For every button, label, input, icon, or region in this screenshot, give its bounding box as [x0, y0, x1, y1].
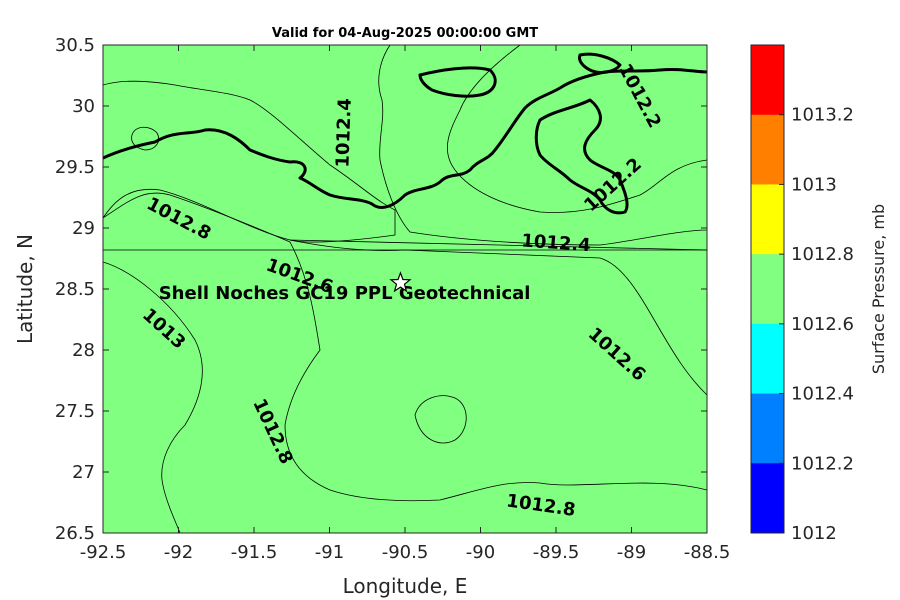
- coastline-path: [103, 67, 707, 209]
- colorbar-band: [751, 393, 784, 464]
- colorbar-band: [751, 184, 784, 255]
- colorbar: 1012 1012.2 1012.4 1012.6 1012.8 1013 1013.2: [750, 44, 854, 544]
- colorbar-band: [751, 114, 784, 185]
- y-tick-label: 28.5: [55, 279, 95, 300]
- y-tick-label: 30: [72, 96, 95, 117]
- colorbar-band: [751, 323, 784, 394]
- y-tick-label: 28: [72, 340, 95, 361]
- contour-region-1012.8-island: [414, 395, 467, 444]
- coastline-delta: [534, 98, 629, 215]
- x-axis: -92.5 -92 -91.5 -91 -90.5 -90 -89.5 -89 -88.5: [80, 45, 731, 563]
- colorbar-label: Surface Pressure, mb: [869, 204, 888, 374]
- coastline-lake: [578, 52, 622, 74]
- colorbar-tick-label: 1012.2: [791, 453, 854, 474]
- x-tick-label: -88.5: [684, 542, 731, 563]
- coastline: [103, 52, 707, 215]
- colorbar-tick-label: 1012.6: [791, 314, 854, 335]
- colorbar-tick-label: 1013.2: [791, 105, 854, 126]
- x-tick-label: -91.5: [231, 542, 278, 563]
- y-tick-label: 27: [72, 462, 95, 483]
- x-tick-label: -90: [466, 542, 495, 563]
- y-tick-label: 27.5: [55, 401, 95, 422]
- contour-region-1013: [103, 261, 203, 533]
- contour-region-1012.8-nw: [131, 126, 160, 151]
- coastline-bayou: [418, 66, 497, 98]
- chart-title: Valid for 04-Aug-2025 00:00:00 GMT: [272, 26, 538, 41]
- colorbar-tick-label: 1012.8: [791, 244, 854, 265]
- contour-region-1012.4-south: [289, 239, 707, 396]
- contour-label: 1012.4: [332, 98, 355, 168]
- y-axis-label: Latitude, N: [13, 234, 37, 344]
- x-tick-label: -91: [315, 542, 344, 563]
- y-tick-label: 26.5: [55, 523, 95, 544]
- x-tick-label: -89: [617, 542, 646, 563]
- y-tick-label: 29: [72, 218, 95, 239]
- contour-label: 1012.4: [521, 230, 592, 256]
- y-axis: 26.5 27 27.5 28 28.5 29 29.5 30 30.5: [55, 35, 707, 544]
- colorbar-band: [751, 45, 784, 115]
- y-tick-label: 30.5: [55, 35, 95, 56]
- x-tick-label: -92: [164, 542, 193, 563]
- colorbar-tick-label: 1012.4: [791, 384, 854, 405]
- contour-region-1012.2: [378, 45, 707, 246]
- colorbar-band: [751, 254, 784, 324]
- x-axis-label: Longitude, E: [343, 574, 468, 598]
- x-tick-label: -89.5: [533, 542, 580, 563]
- star-marker: [389, 271, 412, 293]
- colorbar-tick-label: 1013: [791, 174, 837, 195]
- x-tick-label: -90.5: [382, 542, 429, 563]
- contour-region-1012.8-west: [103, 192, 707, 533]
- colorbar-band: [751, 463, 784, 533]
- colorbar-frame: [750, 44, 785, 534]
- x-tick-label: -92.5: [80, 542, 127, 563]
- y-tick-label: 29.5: [55, 157, 95, 178]
- location-annotation: Shell Noches GC19 PPL Geotechnical: [159, 283, 531, 304]
- contour-region-1012.0: [447, 45, 707, 213]
- colorbar-tick-label: 1012: [791, 523, 837, 544]
